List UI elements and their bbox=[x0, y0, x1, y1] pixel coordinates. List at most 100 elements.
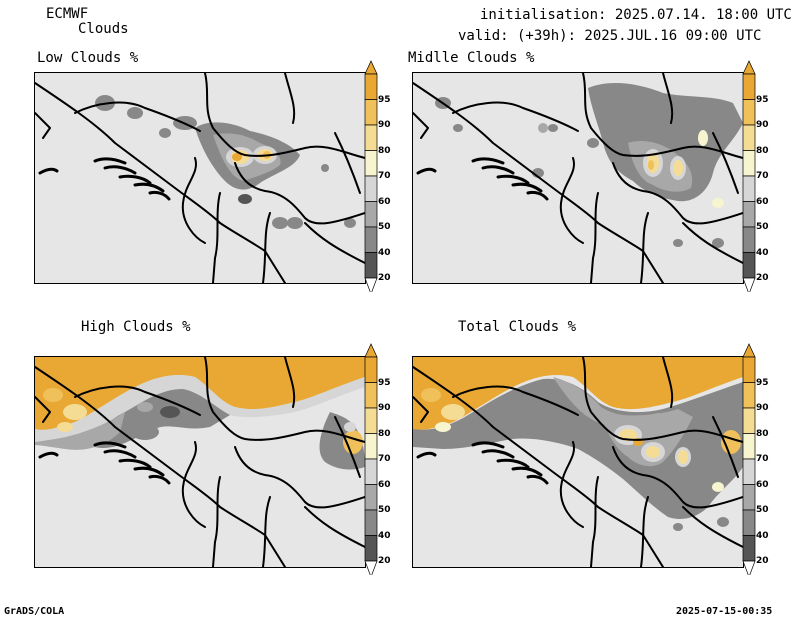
border-line bbox=[612, 162, 743, 225]
colorbar-swatch bbox=[742, 433, 756, 460]
colorbar-label: 80 bbox=[378, 145, 391, 156]
border-line bbox=[662, 357, 674, 408]
colorbar-swatch bbox=[742, 484, 756, 511]
cloud-patch bbox=[63, 404, 87, 420]
border-line bbox=[712, 416, 739, 478]
colorbar-label: 95 bbox=[378, 377, 391, 388]
colorbar-label: 20 bbox=[378, 556, 391, 566]
coastline-island bbox=[148, 190, 171, 201]
border-line bbox=[640, 496, 649, 567]
border-line bbox=[181, 157, 206, 244]
cloud-patch bbox=[548, 124, 558, 132]
border-line bbox=[452, 101, 579, 132]
border-line bbox=[74, 101, 201, 132]
border-line bbox=[35, 112, 51, 139]
colorbar-label: 50 bbox=[378, 222, 391, 232]
cloud-patch bbox=[673, 523, 683, 531]
colorbar-swatch bbox=[364, 73, 378, 100]
colorbar-top-arrow bbox=[742, 60, 756, 75]
panel-title-high: High Clouds % bbox=[81, 319, 191, 335]
cloud-patch bbox=[538, 123, 548, 133]
cloud-patch bbox=[421, 388, 441, 402]
colorbar-label: 70 bbox=[756, 171, 769, 181]
cloud-patch bbox=[160, 406, 180, 418]
colorbar-label: 50 bbox=[378, 505, 391, 515]
coastline-island bbox=[38, 167, 59, 175]
cloud-patch bbox=[137, 402, 153, 412]
border-line bbox=[234, 446, 365, 509]
colorbar-swatch bbox=[742, 201, 756, 228]
colorbar-swatch bbox=[364, 484, 378, 511]
border-line bbox=[413, 366, 664, 567]
colorbar-label: 60 bbox=[378, 196, 391, 207]
border-line bbox=[204, 357, 365, 443]
cloud-patch bbox=[712, 238, 724, 248]
colorbar-label: 60 bbox=[756, 196, 769, 207]
colorbar-swatch bbox=[364, 252, 378, 279]
cloud-area bbox=[35, 412, 125, 450]
colorbar-swatch bbox=[742, 226, 756, 253]
colorbar-swatch bbox=[742, 175, 756, 202]
border-line bbox=[413, 82, 664, 283]
cloud-patch bbox=[127, 107, 143, 119]
border-line bbox=[284, 357, 296, 408]
border-line bbox=[413, 112, 429, 139]
colorbar-swatch bbox=[742, 99, 756, 126]
border-line bbox=[35, 82, 286, 283]
cloud-area bbox=[94, 389, 230, 448]
cloud-patch bbox=[57, 422, 73, 432]
border-line bbox=[582, 73, 743, 159]
cloud-patch bbox=[232, 153, 242, 161]
border-line bbox=[304, 222, 365, 264]
border-line bbox=[640, 212, 649, 283]
map-total-layer bbox=[413, 357, 743, 567]
colorbar-low: 95 90 80 70 60 50 40 20 bbox=[364, 60, 398, 295]
cloud-patch bbox=[698, 130, 708, 146]
colorbar-top-arrow bbox=[742, 343, 756, 358]
colorbar-swatch bbox=[742, 356, 756, 383]
colorbar-label: 90 bbox=[756, 403, 769, 413]
border-line bbox=[590, 476, 599, 567]
map-high-layer bbox=[35, 357, 365, 567]
model-name: ECMWF bbox=[46, 6, 89, 22]
colorbar-swatch bbox=[364, 226, 378, 253]
colorbar-swatch bbox=[364, 382, 378, 409]
colorbar-swatch bbox=[364, 175, 378, 202]
colorbar-label: 90 bbox=[378, 120, 391, 130]
coastline-island bbox=[471, 441, 505, 449]
map-middle-clouds bbox=[412, 72, 744, 284]
map-middle-layer bbox=[413, 73, 743, 283]
colorbar-label: 40 bbox=[756, 530, 769, 541]
cloud-patch bbox=[678, 450, 688, 464]
map-low-clouds bbox=[34, 72, 366, 284]
colorbar-swatch bbox=[364, 535, 378, 562]
colorbar-swatch bbox=[742, 124, 756, 151]
panel-title-total: Total Clouds % bbox=[458, 319, 577, 335]
coastline-island bbox=[118, 458, 152, 469]
colorbar-label: 20 bbox=[378, 273, 391, 283]
border-line bbox=[413, 396, 429, 423]
border-line bbox=[682, 222, 743, 264]
border-line bbox=[452, 385, 579, 416]
cloud-patch bbox=[673, 160, 683, 176]
valid-time: valid: (+39h): 2025.JUL.16 09:00 UTC bbox=[458, 28, 762, 44]
colorbar-label: 80 bbox=[756, 145, 769, 156]
colorbar-swatch bbox=[364, 458, 378, 485]
cloud-patch bbox=[43, 388, 63, 402]
colorbar-swatch bbox=[364, 124, 378, 151]
coastline-island bbox=[416, 451, 437, 459]
colorbar-label: 70 bbox=[378, 171, 391, 181]
cloud-patch bbox=[453, 124, 463, 132]
colorbar-swatch bbox=[742, 535, 756, 562]
border-line bbox=[304, 506, 365, 548]
footer-credit: GrADS/COLA bbox=[4, 606, 65, 617]
colorbar-label: 80 bbox=[756, 428, 769, 439]
border-line bbox=[234, 162, 365, 225]
cloud-patch bbox=[587, 138, 599, 148]
map-high-clouds bbox=[34, 356, 366, 568]
colorbar-swatch bbox=[364, 99, 378, 126]
colorbar-swatches bbox=[742, 60, 756, 295]
colorbar-bottom-arrow bbox=[364, 560, 378, 578]
cloud-patch bbox=[435, 422, 451, 432]
colorbar-label: 60 bbox=[756, 479, 769, 490]
